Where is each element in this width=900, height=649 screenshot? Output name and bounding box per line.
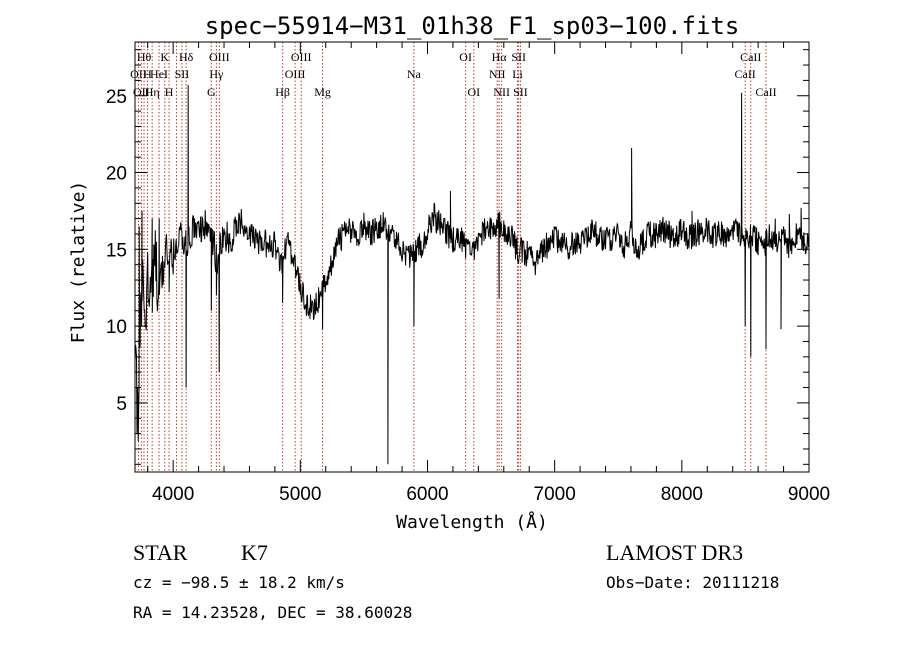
x-axis-label: Wavelength (Å) [396, 511, 548, 533]
line-label: Hα [492, 50, 508, 64]
line-label: OIII [285, 67, 306, 81]
line-label: CaII [755, 85, 776, 99]
x-tick-label: 9000 [788, 484, 830, 505]
chart-title: spec−55914−M31_01h38_F1_sp03−100.fits [205, 12, 740, 40]
survey-name: LAMOST DR3 [606, 540, 743, 565]
line-label: Hη [145, 85, 160, 99]
line-label-group: OIIOIIHθHHηHeIKHSIIHδGHγOIIIHβOIIIOIIIMg… [130, 50, 777, 99]
plot-area: OIIOIIHθHHηHeIKHSIIHδGHγOIIIHβOIIIOIIIMg… [106, 41, 830, 505]
line-label: CaII [734, 67, 755, 81]
x-tick-label: 6000 [406, 484, 448, 505]
y-axis-ticks: 5 10 15 20 25 [106, 49, 809, 465]
line-label: OII [130, 67, 147, 81]
line-label: NII [489, 67, 506, 81]
line-label: Mg [314, 85, 331, 99]
x-tick-label: 8000 [661, 484, 703, 505]
line-label: Hθ [137, 50, 152, 64]
line-label: Hγ [209, 67, 224, 81]
line-label: HeI [150, 67, 168, 81]
object-subclass: K7 [241, 540, 268, 565]
line-label: H [165, 85, 174, 99]
line-label: SII [513, 85, 528, 99]
y-tick-label: 20 [106, 164, 127, 185]
line-label: Li [512, 67, 523, 81]
line-label: SII [511, 50, 526, 64]
spectrum-line [134, 84, 810, 465]
object-class: STAR [133, 540, 188, 565]
line-label: OI [467, 85, 480, 99]
line-label: H [143, 67, 152, 81]
line-label: CaII [740, 50, 761, 64]
line-label: K [160, 50, 169, 64]
line-label: OIII [209, 50, 230, 64]
y-tick-label: 5 [116, 394, 127, 415]
plot-frame [134, 41, 810, 473]
x-tick-label: 5000 [279, 484, 321, 505]
y-tick-label: 15 [106, 240, 127, 261]
line-label: Hδ [179, 50, 194, 64]
y-tick-label: 25 [106, 87, 127, 108]
y-tick-label: 10 [106, 317, 127, 338]
line-label: G [207, 85, 216, 99]
y-axis-label: Flux (relative) [68, 181, 89, 344]
x-axis-ticks: 4000 5000 6000 7000 8000 9000 [147, 42, 830, 505]
observation-date: Obs−Date: 20111218 [606, 573, 779, 592]
x-tick-label: 4000 [152, 484, 194, 505]
line-label: SII [175, 67, 190, 81]
line-label: Hβ [275, 85, 290, 99]
ra-dec-coordinates: RA = 14.23528, DEC = 38.60028 [133, 603, 412, 622]
line-label: OI [459, 50, 472, 64]
x-tick-label: 7000 [534, 484, 576, 505]
redshift-velocity: cz = −98.5 ± 18.2 km/s [133, 573, 345, 592]
line-label: OIII [291, 50, 312, 64]
line-label: NII [493, 85, 510, 99]
line-label: Na [407, 67, 422, 81]
line-marker-group [137, 42, 767, 472]
